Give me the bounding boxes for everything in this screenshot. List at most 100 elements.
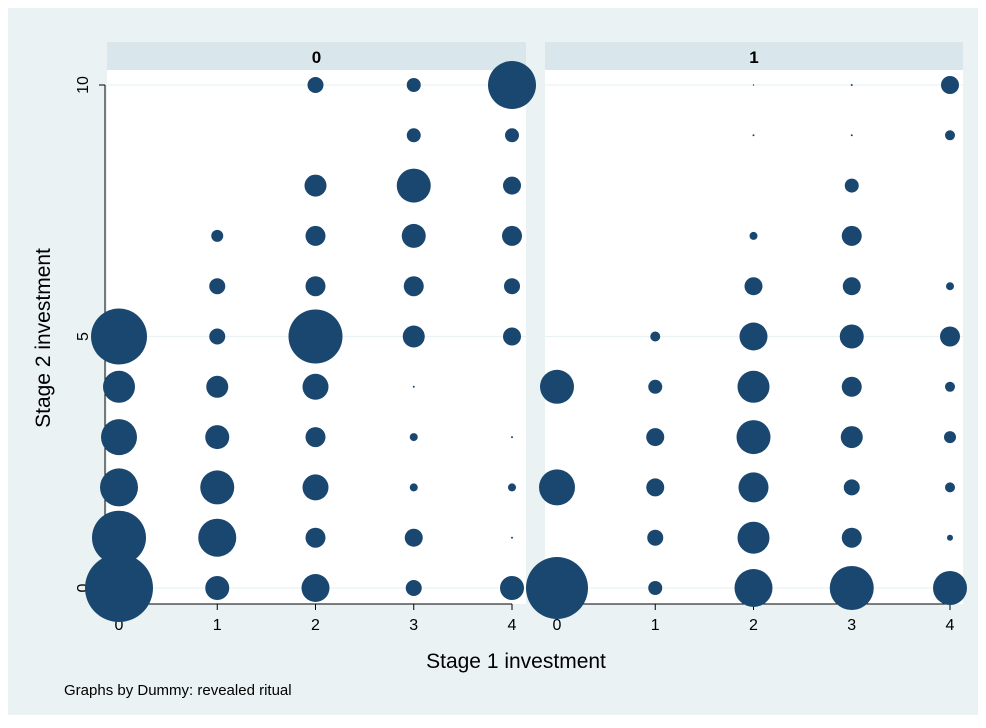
data-bubble	[206, 375, 229, 398]
data-bubble	[305, 427, 326, 448]
data-bubble	[947, 534, 953, 541]
data-bubble	[844, 178, 859, 193]
data-bubble	[307, 77, 324, 93]
data-bubble	[305, 527, 326, 548]
data-bubble	[205, 576, 230, 600]
data-bubble	[92, 510, 146, 565]
data-bubble	[101, 419, 137, 456]
data-bubble	[409, 433, 418, 442]
data-bubble	[209, 278, 226, 295]
x-tick-label: 0	[553, 617, 562, 634]
data-bubble	[945, 130, 955, 141]
data-bubble	[198, 518, 237, 557]
data-bubble	[940, 326, 960, 347]
y-tick-label: 10	[75, 76, 92, 94]
data-bubble	[842, 277, 861, 296]
data-bubble	[539, 469, 575, 506]
data-bubble	[91, 308, 147, 365]
data-bubble	[305, 276, 326, 297]
data-bubble	[100, 468, 138, 507]
data-bubble	[841, 225, 862, 246]
data-bubble	[406, 78, 421, 92]
panel-1: 1 0 1 2 3 4	[526, 42, 967, 634]
x-tick-label: 3	[847, 617, 856, 634]
data-bubble	[945, 482, 955, 493]
data-bubble	[944, 431, 956, 444]
chart-note: Graphs by Dummy: revealed ritual	[64, 682, 292, 699]
data-bubble	[403, 276, 424, 297]
bubbles	[526, 76, 967, 619]
panel-header	[545, 42, 963, 70]
data-bubble	[650, 331, 661, 342]
data-bubble	[526, 557, 588, 619]
data-bubble	[406, 128, 421, 143]
data-bubble	[503, 327, 521, 346]
panel-0: 0 0 1 2 3 4 0 5 10	[75, 42, 536, 634]
data-bubble	[211, 229, 224, 242]
data-bubble	[401, 223, 426, 248]
data-bubble	[738, 472, 769, 503]
data-bubble	[646, 428, 665, 447]
data-bubble	[739, 322, 768, 351]
data-bubble	[200, 470, 235, 505]
data-bubble	[288, 309, 343, 364]
data-bubble	[752, 134, 755, 137]
data-bubble	[841, 527, 862, 548]
data-bubble	[737, 370, 770, 403]
data-bubble	[103, 370, 135, 403]
x-tick-label: 1	[213, 617, 222, 634]
data-bubble	[511, 436, 513, 439]
x-axis-title: Stage 1 investment	[426, 650, 606, 673]
data-bubble	[85, 554, 153, 622]
data-bubble	[540, 369, 574, 404]
data-bubble	[302, 373, 329, 400]
data-bubble	[829, 566, 874, 610]
data-bubble	[752, 84, 755, 86]
data-bubble	[302, 474, 329, 501]
data-bubble	[205, 425, 230, 450]
y-axis-title: Stage 2 investment	[32, 248, 55, 428]
data-bubble	[744, 277, 763, 296]
data-bubble	[850, 134, 853, 137]
data-bubble	[505, 128, 519, 143]
data-bubble	[647, 529, 664, 546]
data-bubble	[648, 581, 663, 595]
data-bubble	[304, 174, 327, 197]
panel-header	[107, 42, 526, 70]
data-bubble	[412, 385, 415, 388]
panel-header-label: 1	[749, 48, 758, 67]
data-bubble	[933, 571, 967, 605]
y-tick-label: 5	[75, 332, 92, 341]
data-bubble	[209, 328, 226, 345]
data-bubble	[945, 381, 955, 392]
x-tick-label: 0	[115, 617, 124, 634]
x-tick-label: 1	[651, 617, 660, 634]
data-bubble	[646, 478, 665, 497]
data-bubble	[840, 426, 863, 449]
data-bubble	[503, 176, 521, 195]
data-bubble	[850, 84, 853, 86]
data-bubble	[737, 521, 770, 554]
x-tick-label: 2	[311, 617, 320, 634]
data-bubble	[409, 483, 418, 492]
bubbles	[85, 61, 536, 622]
x-tick-label: 3	[409, 617, 418, 634]
data-bubble	[301, 574, 330, 602]
data-bubble	[511, 536, 513, 539]
data-bubble	[500, 576, 524, 600]
data-bubble	[405, 580, 422, 596]
y-tick-label: 0	[75, 583, 92, 592]
data-bubble	[402, 325, 425, 348]
data-bubble	[941, 76, 959, 94]
data-bubble	[843, 479, 860, 496]
data-bubble	[502, 225, 522, 246]
data-bubble	[504, 278, 520, 295]
data-bubble	[839, 324, 864, 349]
data-bubble	[736, 420, 771, 455]
panel-header-label: 0	[312, 48, 321, 67]
data-bubble	[841, 376, 862, 397]
x-tick-label: 4	[508, 617, 517, 634]
